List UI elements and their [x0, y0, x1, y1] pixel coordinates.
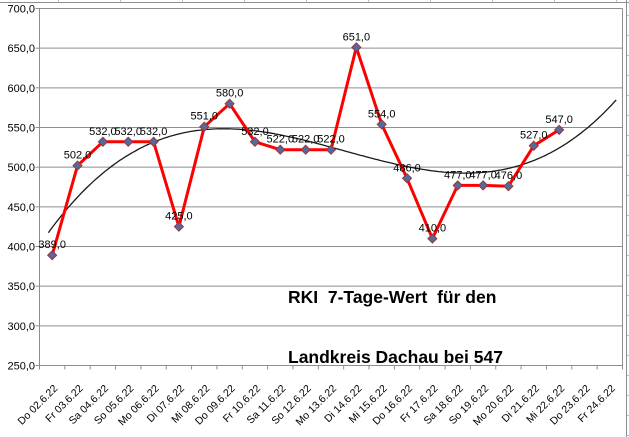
data-point-marker[interactable]	[553, 124, 565, 136]
data-point-label: 477,0	[469, 169, 497, 181]
data-point-marker[interactable]	[427, 233, 438, 244]
data-point-label: 532,0	[241, 126, 269, 138]
data-point-label: 522,0	[292, 134, 320, 146]
y-axis-label: 250,0	[7, 361, 35, 373]
y-axis-label: 450,0	[7, 202, 35, 214]
y-axis-label: 700,0	[7, 4, 35, 16]
trend-line[interactable]	[47, 99, 617, 234]
data-point-marker[interactable]	[46, 250, 58, 261]
data-point-label: 502,0	[64, 150, 92, 162]
y-axis-label: 600,0	[7, 83, 35, 95]
data-point-label: 486,0	[393, 162, 421, 174]
data-point-label: 477,0	[444, 169, 472, 181]
annotation-line-1: RKI 7-Tage-Wert für den	[288, 287, 497, 307]
data-point-marker[interactable]	[351, 42, 362, 53]
data-point-label: 554,0	[368, 108, 396, 120]
data-point-marker[interactable]	[401, 173, 413, 184]
data-point-label: 532,0	[114, 126, 142, 138]
data-point-marker[interactable]	[477, 180, 489, 191]
y-axis-label: 350,0	[7, 281, 35, 293]
data-point-marker[interactable]	[173, 221, 185, 232]
data-point-marker[interactable]	[325, 144, 337, 155]
annotation-text[interactable]: RKI 7-Tage-Wert für den Landkreis Dachau…	[288, 247, 503, 407]
data-point-label: 527,0	[520, 130, 548, 142]
y-axis-label: 500,0	[7, 162, 35, 174]
data-point-marker[interactable]	[528, 140, 539, 151]
data-point-label: 532,0	[89, 126, 117, 138]
annotation-line-2: Landkreis Dachau bei 547	[288, 347, 503, 367]
data-point-label: 551,0	[190, 111, 218, 123]
y-axis-label: 400,0	[7, 242, 35, 254]
data-point-label: 580,0	[216, 88, 244, 100]
data-point-label: 532,0	[140, 126, 168, 138]
data-point-label: 522,0	[317, 134, 345, 146]
data-point-marker[interactable]	[123, 136, 134, 147]
data-point-label: 410,0	[419, 223, 447, 235]
data-point-marker[interactable]	[300, 144, 311, 155]
data-point-label: 476,0	[495, 170, 523, 182]
data-point-marker[interactable]	[275, 144, 286, 155]
y-axis-label: 550,0	[7, 123, 35, 135]
data-point-label: 547,0	[545, 114, 573, 126]
data-point-marker[interactable]	[249, 136, 261, 147]
y-axis-label: 650,0	[7, 43, 35, 55]
data-point-label: 522,0	[267, 134, 295, 146]
data-point-marker[interactable]	[503, 180, 514, 192]
data-point-marker[interactable]	[199, 121, 210, 132]
data-point-label: 651,0	[343, 31, 371, 43]
data-point-label: 389,0	[38, 239, 66, 251]
y-axis-label: 300,0	[7, 321, 35, 333]
data-point-marker[interactable]	[72, 160, 83, 171]
data-point-marker[interactable]	[376, 119, 387, 130]
data-point-marker[interactable]	[97, 136, 109, 147]
data-point-marker[interactable]	[224, 98, 235, 109]
data-point-label: 425,0	[165, 211, 193, 223]
data-point-marker[interactable]	[452, 180, 463, 191]
data-point-marker[interactable]	[148, 136, 159, 147]
